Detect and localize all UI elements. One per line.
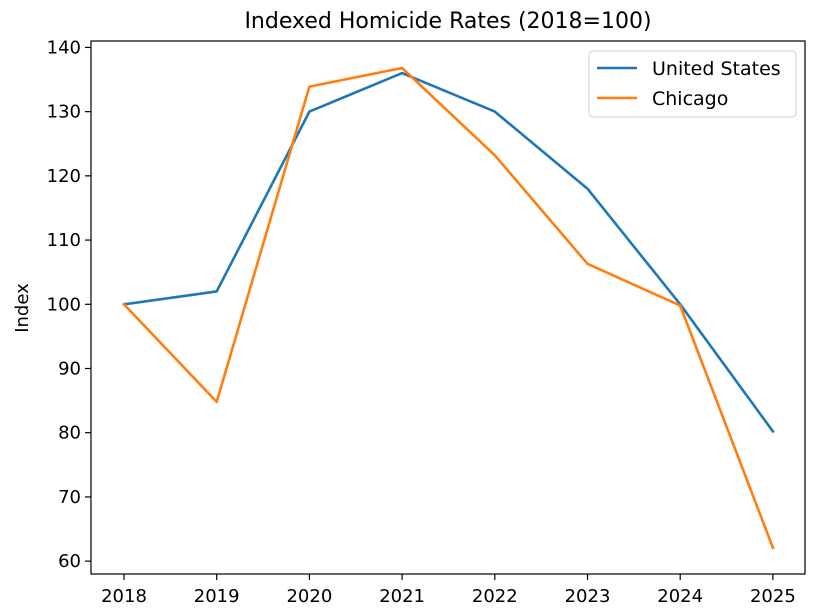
x-tick-label: 2021 [379, 586, 425, 607]
x-tick-label: 2022 [472, 586, 518, 607]
x-tick-label: 2018 [101, 586, 147, 607]
x-tick-label: 2025 [750, 586, 796, 607]
legend-label: United States [652, 58, 781, 80]
x-tick-label: 2024 [657, 586, 703, 607]
legend-box [588, 50, 797, 118]
y-tick-label: 60 [58, 551, 81, 572]
legend-label: Chicago [652, 88, 728, 110]
y-axis-label: Index [12, 283, 33, 333]
series-line-chicago [122, 66, 775, 550]
legend: United States Chicago [588, 50, 797, 118]
y-tick-label: 80 [58, 423, 81, 444]
x-tick-label: 2023 [565, 586, 611, 607]
y-tick-label: 70 [58, 487, 81, 508]
y-tick-label: 100 [47, 294, 81, 315]
series-line-united-states [122, 71, 775, 434]
y-tick-label: 110 [47, 230, 81, 251]
y-tick-label: 140 [47, 37, 81, 58]
series-lines [122, 66, 775, 550]
y-tick-label: 90 [58, 359, 81, 380]
y-tick-label: 130 [47, 102, 81, 123]
plot-frame [90, 40, 806, 575]
chart-title: Indexed Homicide Rates (2018=100) [244, 9, 651, 34]
x-tick-label: 2019 [194, 586, 240, 607]
x-tick-label: 2020 [286, 586, 332, 607]
x-axis-ticks: 2018 2019 2020 2021 2022 2023 2024 2025 [101, 574, 796, 607]
y-tick-label: 120 [47, 166, 81, 187]
y-axis-ticks: 60 70 80 90 100 110 120 130 140 [47, 37, 91, 572]
